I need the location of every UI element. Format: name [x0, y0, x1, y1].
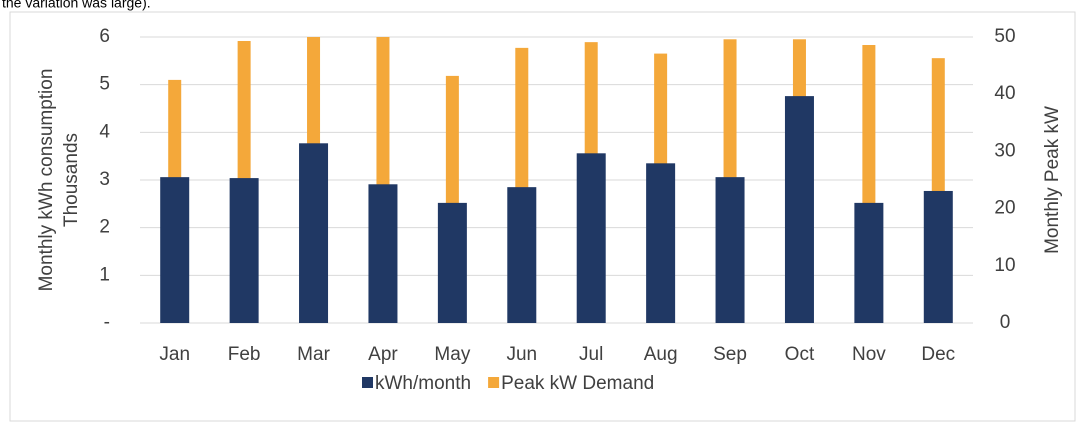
- y-tick-label: 3: [99, 169, 110, 190]
- x-tick-label: Jun: [506, 344, 537, 365]
- y-tick-label: 6: [99, 26, 110, 47]
- bar: [715, 177, 745, 323]
- x-tick-label: Nov: [852, 344, 886, 365]
- x-tick-label: Apr: [368, 344, 398, 365]
- x-tick-label: Mar: [297, 344, 330, 365]
- chart-frame: [9, 11, 1076, 422]
- bar: [368, 184, 398, 323]
- y-tick-label: 4: [99, 121, 110, 142]
- x-tick-label: Feb: [228, 344, 261, 365]
- x-tick-label: Sep: [713, 344, 747, 365]
- legend-label: kWh/month: [375, 373, 471, 394]
- x-tick-label: May: [434, 344, 470, 365]
- y2-axis-label: Monthly Peak kW: [1042, 106, 1063, 254]
- y2-tick-label: 30: [994, 140, 1015, 161]
- bar: [507, 187, 537, 323]
- caption: the variation was large).: [2, 0, 151, 11]
- y-tick-label: 1: [99, 264, 110, 285]
- legend-swatch: [362, 377, 373, 388]
- x-tick-label: Jul: [579, 344, 603, 365]
- bar: [437, 202, 467, 323]
- bar: [784, 96, 814, 324]
- bar: [299, 143, 329, 323]
- bar: [923, 190, 953, 323]
- x-tick-label: Aug: [644, 344, 678, 365]
- y-tick-label: 5: [99, 74, 110, 95]
- bar: [160, 177, 190, 323]
- y-tick-label: 2: [99, 217, 110, 238]
- y2-tick-label: 20: [994, 198, 1015, 219]
- bar: [229, 178, 259, 323]
- x-tick-label: Dec: [921, 344, 955, 365]
- y2-tick-label: 40: [994, 83, 1015, 104]
- y-axis-label: Thousands: [61, 133, 82, 227]
- x-tick-label: Jan: [159, 344, 190, 365]
- y2-tick-label: 50: [994, 26, 1015, 47]
- legend-label: Peak kW Demand: [501, 373, 654, 394]
- y2-tick-label: 10: [994, 255, 1015, 276]
- y2-tick-label: 0: [1000, 312, 1011, 333]
- y-tick-label: -: [104, 312, 110, 333]
- legend-swatch: [488, 377, 500, 388]
- bar: [854, 202, 884, 323]
- x-tick-label: Oct: [785, 344, 815, 365]
- bar: [646, 163, 676, 323]
- y-axis-label: Monthly kWh consumption: [36, 69, 57, 292]
- bar: [576, 153, 606, 323]
